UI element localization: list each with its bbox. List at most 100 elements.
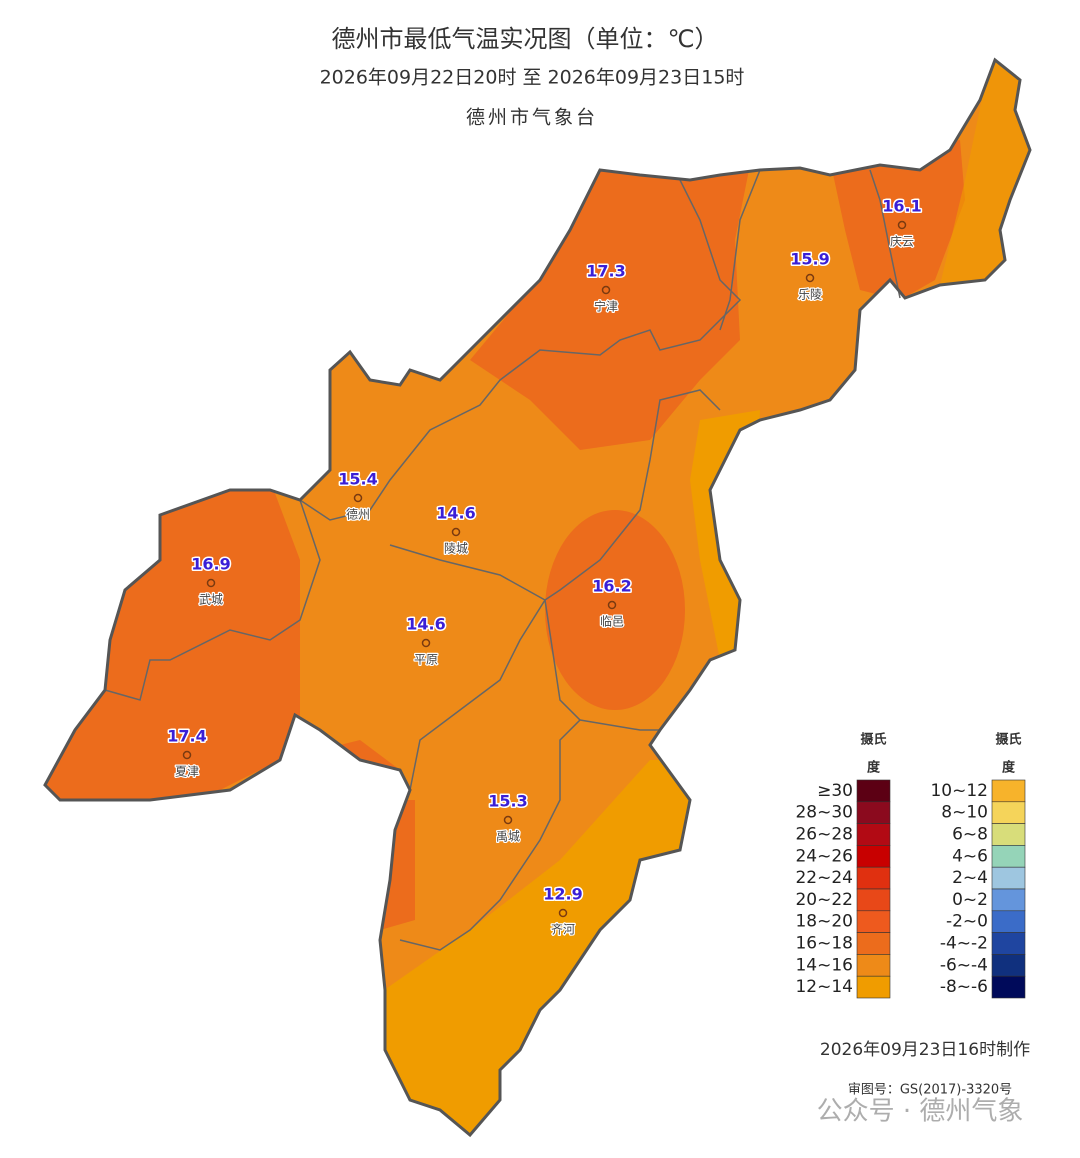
legend-swatch [856,910,891,933]
legend-label: -6~-4 [940,955,988,975]
legend-label: 20~22 [795,890,853,910]
station-value: 15.9 [790,250,829,269]
legend-swatch [991,932,1026,955]
station-value: 16.1 [882,197,921,216]
legend-swatch [991,823,1026,846]
legend-label: 6~8 [952,825,988,845]
station: 16.9 武城 [190,553,232,608]
legend: 摄氏度 ≥3028~3026~2824~2622~2420~2218~2016~1… [795,732,1026,999]
legend-swatch [856,866,891,890]
legend-swatch [856,823,891,846]
station-dot [601,285,611,295]
legend-swatch [856,932,891,955]
legend-swatch [991,910,1026,933]
county-borders [104,169,901,951]
station-name: 齐河 [551,922,575,937]
station-dot [607,600,617,610]
legend-label: 0~2 [952,890,988,910]
legend-label: -2~0 [946,912,988,932]
station-name: 庆云 [890,235,914,249]
zone-16-18 [545,510,685,710]
legend-label: 4~6 [952,846,988,866]
legend-swatch [991,866,1026,890]
station-name: 武城 [199,593,223,607]
legend-swatch [991,845,1026,868]
legend-header: 度 [867,760,881,776]
legend-swatch [856,779,891,803]
legend-label: -4~-2 [940,934,988,954]
station-dot [503,815,513,825]
legend-label: 12~14 [795,977,853,997]
station: 15.4 德州 [337,468,379,523]
station: 16.1 庆云 [881,195,923,250]
legend-header: 摄氏 [995,732,1021,748]
station-name: 乐陵 [798,288,822,302]
legend-swatch [856,975,891,999]
map-title: 德州市最低气温实况图（单位：℃） [332,25,719,53]
legend-swatch [856,888,891,912]
legend-label: 2~4 [952,868,988,888]
station-name: 临邑 [600,615,624,629]
station: 16.2 临邑 [591,575,633,630]
legend-label: 8~10 [941,803,988,823]
station-name: 宁津 [594,299,618,314]
station-value: 16.2 [592,577,631,596]
station-dot [182,750,192,760]
legend-label: 22~24 [795,868,853,888]
legend-swatch [991,954,1026,977]
station-value: 14.6 [436,504,475,523]
station-dot [897,220,907,230]
legend-swatch [991,801,1026,824]
station-dot [451,527,461,537]
station-value: 15.3 [488,792,527,811]
station-name: 德州 [346,507,370,522]
legend-swatch [856,845,891,868]
legend-label: 24~26 [795,846,853,866]
station-value: 17.3 [586,262,625,281]
station: 17.4 夏津 [166,725,208,780]
legend-swatch [856,954,891,977]
legend-label: 10~12 [930,781,988,801]
station-name: 陵城 [444,542,468,556]
approval-number: 审图号：GS(2017)-3320号 [848,1083,1012,1098]
station-dot [421,638,431,648]
station-value: 17.4 [167,727,206,746]
legend-label: 16~18 [795,934,853,954]
station-value: 16.9 [191,555,230,574]
zone-16-18 [470,160,750,450]
station: 14.6 陵城 [435,502,477,557]
made-time: 2026年09月23日16时制作 [820,1040,1030,1060]
station: 12.9 齐河 [542,883,584,938]
legend-swatch [991,779,1026,803]
zone-16-18 [830,140,965,300]
legend-header: 摄氏 [860,732,886,748]
station-value: 12.9 [543,885,582,904]
station-dot [206,578,216,588]
station-name: 禹城 [496,830,520,844]
station-dot [353,493,363,503]
legend-header: 度 [1002,760,1016,776]
legend-label: 18~20 [795,912,853,932]
station-dot [805,273,815,283]
station: 15.3 禹城 [487,790,529,845]
watermark: 公众号 · 德州气象 [817,1097,1024,1127]
station-dot [558,908,568,918]
legend-swatch [991,888,1026,912]
station: 15.9 乐陵 [789,248,831,303]
station: 17.3 宁津 [585,260,627,315]
legend-label: -8~-6 [940,977,988,997]
station-value: 15.4 [338,470,377,489]
legend-label: ≥30 [817,781,853,801]
stations: 16.1 庆云 17.3 宁津 15.9 乐陵 15.4 德州 14.6 陵城 16.9 武城 16.2… [166,195,923,938]
legend-swatch [856,801,891,824]
legend-label: 14~16 [795,955,853,975]
station-name: 夏津 [175,765,199,779]
station-value: 14.6 [406,615,445,634]
legend-swatch [991,975,1026,999]
map-period: 2026年09月22日20时 至 2026年09月23日15时 [320,67,745,89]
station-name: 平原 [414,653,438,667]
legend-label: 28~30 [795,803,853,823]
